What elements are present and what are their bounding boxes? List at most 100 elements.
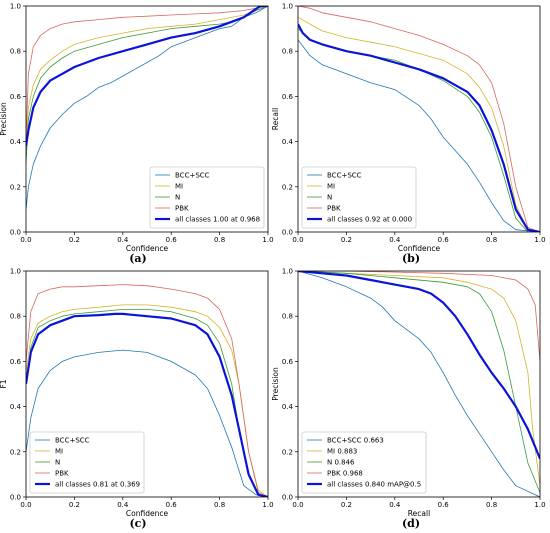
y-axis-label: Recall xyxy=(271,108,280,130)
x-tick-label: 1.0 xyxy=(534,501,545,509)
series-line-2 xyxy=(26,6,268,153)
series-line-4 xyxy=(26,6,268,142)
x-tick-label: 0.0 xyxy=(292,236,303,244)
x-tick-label: 0.2 xyxy=(69,501,80,509)
x-axis-label: Confidence xyxy=(126,509,169,518)
series-group xyxy=(26,284,268,497)
series-line-2 xyxy=(298,16,540,232)
y-tick-label: 0.6 xyxy=(10,93,22,101)
series-group xyxy=(298,6,540,232)
y-tick-label: 0.6 xyxy=(10,358,22,366)
chart-panel-3: 0.0 0.2 0.4 0.6 0.8 1.0 0.0 0.2 0.4 0.6 0.8 1.0 Conf… xyxy=(0,268,274,531)
x-tick-label: 0.4 xyxy=(117,501,129,509)
y-tick-label: 0.0 xyxy=(10,229,21,237)
panel-caption: (c) xyxy=(129,517,146,530)
panel-caption: (b) xyxy=(402,252,420,265)
x-tick-label: 0.8 xyxy=(486,501,497,509)
legend-label: all classes 0.92 at 0.000 xyxy=(327,216,412,224)
x-tick-label: 0.2 xyxy=(341,236,352,244)
x-tick-label: 0.4 xyxy=(117,236,129,244)
legend-label: MI xyxy=(175,183,183,191)
y-tick-label: 0.8 xyxy=(10,313,21,321)
series-line-3 xyxy=(298,271,540,493)
panel-caption: (a) xyxy=(129,252,147,265)
x-axis-label: Confidence xyxy=(398,244,441,253)
x-tick-label: 1.0 xyxy=(262,501,273,509)
chart-panel-2: 0.0 0.2 0.4 0.6 0.8 1.0 0.0 0.2 0.4 0.6 0.8 1.0 Conf… xyxy=(271,3,546,266)
plot-frame xyxy=(297,270,541,498)
y-tick-label: 0.2 xyxy=(10,448,21,456)
y-tick-label: 0.8 xyxy=(10,48,21,56)
x-tick-label: 0.2 xyxy=(341,501,352,509)
series-line-4 xyxy=(298,271,540,362)
legend-label: PBK xyxy=(175,205,189,213)
plot-frame xyxy=(25,270,269,498)
x-tick-label: 0.0 xyxy=(20,236,31,244)
panel-caption: (d) xyxy=(402,517,420,530)
legend: BCC+SCC MI N PBK all classes 0.92 at 0.000 xyxy=(301,166,417,229)
y-tick-label: 0.0 xyxy=(10,494,21,502)
series-line-5 xyxy=(26,312,268,497)
legend: BCC+SCC MI N PBK all classes 0.81 at 0.369 xyxy=(29,431,145,494)
legend-label: PBK 0.968 xyxy=(327,470,363,478)
legend-box xyxy=(149,166,265,229)
legend-label: N xyxy=(327,194,332,202)
chart-panel-4: 0.0 0.2 0.4 0.6 0.8 1.0 0.0 0.2 0.4 0.6 0.8 1.0 Reca… xyxy=(271,268,546,531)
x-tick-label: 0.6 xyxy=(438,236,450,244)
y-tick-label: 0.0 xyxy=(282,229,293,237)
y-axis-label: Precision xyxy=(271,367,280,401)
legend-label: all classes 1.00 at 0.968 xyxy=(175,216,260,224)
legend-label: MI 0.883 xyxy=(327,448,357,456)
x-tick-label: 0.8 xyxy=(214,236,225,244)
y-tick-label: 1.0 xyxy=(282,3,293,11)
series-line-5 xyxy=(298,23,540,232)
series-line-3 xyxy=(26,6,268,165)
y-tick-label: 0.6 xyxy=(282,93,294,101)
y-tick-label: 0.8 xyxy=(282,48,293,56)
y-tick-label: 0.2 xyxy=(282,448,293,456)
y-tick-label: 0.6 xyxy=(282,358,294,366)
series-line-5 xyxy=(298,271,540,460)
legend-box xyxy=(29,431,145,494)
y-tick-label: 0.2 xyxy=(282,183,293,191)
legend-label: PBK xyxy=(327,205,341,213)
plot-frame xyxy=(25,5,269,233)
legend-box xyxy=(301,166,417,229)
series-line-1 xyxy=(298,39,540,232)
x-tick-label: 0.8 xyxy=(214,501,225,509)
legend-label: N 0.846 xyxy=(327,459,355,467)
series-line-4 xyxy=(26,284,268,497)
legend-label: all classes 0.840 mAP@0.5 xyxy=(327,481,421,489)
legend-label: N xyxy=(55,459,60,467)
y-tick-label: 0.2 xyxy=(10,183,21,191)
legend-label: MI xyxy=(55,448,63,456)
x-axis-label: Recall xyxy=(408,509,430,518)
y-tick-label: 1.0 xyxy=(10,3,21,11)
legend-label: BCC+SCC xyxy=(327,172,362,180)
y-tick-label: 1.0 xyxy=(10,268,21,276)
legend-label: MI xyxy=(327,183,335,191)
legend-label: BCC+SCC 0.663 xyxy=(327,437,384,445)
x-tick-label: 0.4 xyxy=(389,501,401,509)
legend-label: BCC+SCC xyxy=(175,172,210,180)
chart-panel-1: 0.0 0.2 0.4 0.6 0.8 1.0 0.0 0.2 0.4 0.6 0.8 1.0 Conf… xyxy=(0,3,274,266)
series-line-1 xyxy=(298,271,540,497)
x-tick-label: 0.8 xyxy=(486,236,497,244)
series-line-1 xyxy=(26,6,268,210)
y-tick-label: 0.4 xyxy=(282,138,294,146)
x-tick-label: 0.6 xyxy=(166,501,178,509)
y-tick-label: 0.0 xyxy=(282,494,293,502)
y-tick-label: 0.4 xyxy=(10,138,22,146)
plot-frame xyxy=(297,5,541,233)
y-axis-label: F1 xyxy=(0,379,8,388)
y-tick-label: 0.4 xyxy=(282,403,294,411)
series-group xyxy=(26,6,268,210)
legend-label: N xyxy=(175,194,180,202)
legend-label: PBK xyxy=(55,470,69,478)
legend: BCC+SCC 0.663 MI 0.883 N 0.846 PBK 0.968 all… xyxy=(301,431,427,494)
y-tick-label: 1.0 xyxy=(282,268,293,276)
series-line-5 xyxy=(26,6,268,147)
x-tick-label: 0.2 xyxy=(69,236,80,244)
y-tick-label: 0.4 xyxy=(10,403,22,411)
